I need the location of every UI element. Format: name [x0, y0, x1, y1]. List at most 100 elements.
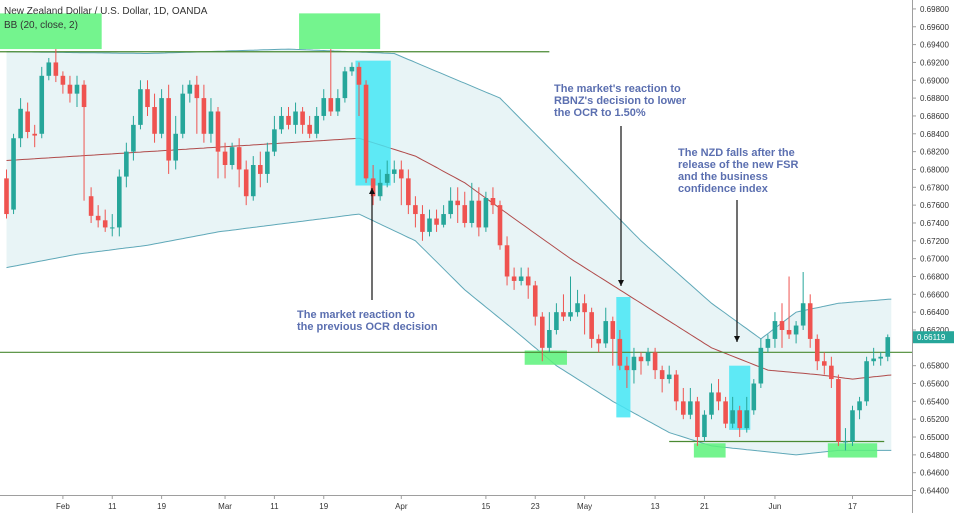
candle[interactable] — [307, 115, 312, 139]
candle-body[interactable] — [483, 198, 489, 228]
candle-body[interactable] — [807, 303, 813, 339]
candle[interactable] — [652, 347, 658, 380]
candle-body[interactable] — [631, 356, 637, 371]
candle[interactable] — [504, 236, 510, 286]
candle-body[interactable] — [53, 62, 59, 76]
candle[interactable] — [39, 66, 45, 139]
candle[interactable] — [370, 165, 376, 206]
candle-body[interactable] — [864, 361, 869, 402]
candle-body[interactable] — [88, 196, 94, 216]
candle[interactable] — [532, 280, 538, 326]
candle[interactable] — [709, 383, 714, 420]
candle-body[interactable] — [814, 338, 820, 362]
candle[interactable] — [215, 107, 221, 179]
candle-body[interactable] — [709, 392, 714, 415]
candle-body[interactable] — [504, 245, 510, 277]
candle-body[interactable] — [272, 129, 277, 152]
candle-body[interactable] — [166, 98, 171, 161]
candle-body[interactable] — [716, 392, 721, 402]
candle-body[interactable] — [406, 178, 411, 206]
candle[interactable] — [243, 160, 249, 206]
candle[interactable] — [74, 75, 80, 108]
candle[interactable] — [222, 142, 228, 179]
candle[interactable] — [575, 289, 580, 317]
candle-body[interactable] — [243, 169, 249, 197]
candle[interactable] — [314, 107, 319, 139]
candle-body[interactable] — [236, 147, 242, 170]
candle[interactable] — [758, 338, 764, 388]
candle[interactable] — [384, 160, 390, 188]
candle[interactable] — [744, 396, 750, 433]
candle[interactable] — [131, 115, 136, 161]
candle-body[interactable] — [554, 312, 559, 330]
candle[interactable] — [124, 142, 129, 188]
candle-body[interactable] — [4, 178, 9, 215]
candle-body[interactable] — [448, 200, 453, 215]
candle-body[interactable] — [39, 75, 45, 134]
candle-body[interactable] — [279, 115, 284, 130]
candle-body[interactable] — [596, 338, 601, 344]
candle[interactable] — [603, 307, 609, 348]
candle[interactable] — [455, 187, 460, 223]
candle[interactable] — [279, 107, 284, 134]
candle[interactable] — [525, 267, 531, 299]
candle[interactable] — [589, 307, 594, 348]
candle[interactable] — [864, 356, 869, 406]
candle[interactable] — [511, 267, 517, 290]
candle-body[interactable] — [540, 316, 545, 348]
candle[interactable] — [88, 187, 94, 223]
candle-body[interactable] — [399, 169, 404, 179]
candle-body[interactable] — [575, 303, 580, 313]
candle[interactable] — [81, 80, 87, 201]
candle[interactable] — [328, 49, 334, 116]
candle-body[interactable] — [455, 200, 460, 206]
candle-body[interactable] — [532, 285, 538, 317]
candle[interactable] — [391, 160, 397, 183]
candle-body[interactable] — [258, 165, 263, 174]
candle[interactable] — [878, 352, 883, 366]
candle[interactable] — [102, 209, 108, 232]
candle-body[interactable] — [208, 111, 214, 134]
candle[interactable] — [166, 84, 171, 174]
candle[interactable] — [476, 187, 482, 237]
candle[interactable] — [356, 62, 362, 116]
candle[interactable] — [737, 405, 742, 438]
candle-body[interactable] — [688, 401, 693, 415]
candle[interactable] — [11, 133, 16, 215]
candle[interactable] — [208, 98, 214, 143]
candle-body[interactable] — [67, 84, 73, 94]
candle[interactable] — [610, 316, 616, 366]
candle[interactable] — [836, 374, 841, 446]
candle[interactable] — [850, 405, 855, 446]
candle-body[interactable] — [384, 173, 390, 183]
candle[interactable] — [18, 98, 23, 148]
candle-body[interactable] — [561, 312, 566, 317]
candle-body[interactable] — [102, 220, 108, 228]
candle[interactable] — [800, 272, 806, 330]
candle[interactable] — [829, 356, 834, 388]
candle-body[interactable] — [335, 98, 341, 112]
candle[interactable] — [490, 187, 496, 215]
candle[interactable] — [95, 205, 101, 228]
candle[interactable] — [321, 89, 327, 121]
candle[interactable] — [194, 75, 200, 134]
candle-body[interactable] — [652, 352, 658, 371]
candle[interactable] — [716, 379, 721, 411]
candle-body[interactable] — [180, 93, 186, 134]
candle[interactable] — [272, 115, 277, 157]
candle-body[interactable] — [215, 111, 221, 152]
candle[interactable] — [666, 365, 672, 384]
candle[interactable] — [236, 138, 242, 188]
candle-body[interactable] — [610, 321, 616, 339]
candle-body[interactable] — [518, 276, 524, 281]
candle[interactable] — [786, 276, 792, 339]
candle-body[interactable] — [250, 165, 256, 197]
candle-body[interactable] — [46, 62, 52, 76]
candle-body[interactable] — [427, 218, 432, 232]
candle-body[interactable] — [109, 227, 115, 229]
candle-body[interactable] — [25, 111, 30, 132]
candle[interactable] — [377, 169, 383, 201]
candle[interactable] — [109, 214, 115, 237]
candle-body[interactable] — [525, 276, 531, 286]
